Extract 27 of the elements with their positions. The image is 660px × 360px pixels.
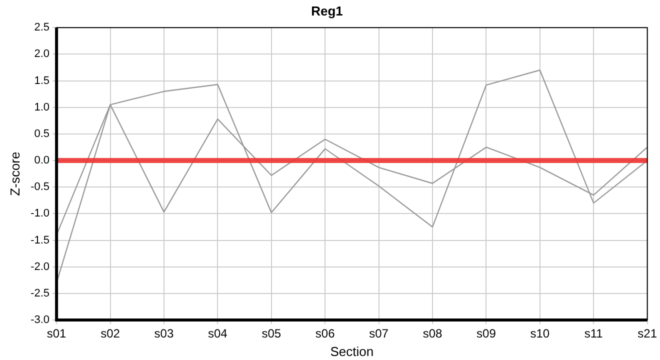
y-tick-label: -1.5 <box>30 234 50 246</box>
y-tick-label: -2.5 <box>30 287 50 300</box>
x-tick-label: s01 <box>46 326 67 341</box>
y-tick-label: -1.0 <box>30 208 50 220</box>
x-tick-label: s10 <box>530 326 550 341</box>
y-tick-label: 2.0 <box>34 48 50 60</box>
y-tick-label: 2.5 <box>34 22 50 34</box>
x-tick-label: s07 <box>369 326 389 341</box>
y-tick-label: 0.5 <box>34 128 50 140</box>
x-tick-label: s08 <box>422 326 442 341</box>
x-axis-title: Section <box>330 344 374 359</box>
y-tick-label: -3.0 <box>30 314 50 326</box>
x-tick-label: s03 <box>154 326 174 341</box>
y-axis-title: Z-score <box>7 152 22 196</box>
x-tick-label: s09 <box>476 326 496 341</box>
x-tick-label: s06 <box>315 326 336 341</box>
y-tick-label: 0.0 <box>34 154 50 167</box>
x-tick-label: s02 <box>100 326 120 341</box>
y-tick-label: -2.0 <box>30 260 50 273</box>
y-tick-label: 1.0 <box>34 101 50 114</box>
chart-title: Reg1 <box>311 3 343 18</box>
x-tick-label: s05 <box>262 326 282 341</box>
x-tick-label: s21 <box>638 326 658 341</box>
x-tick-label: s04 <box>208 326 228 341</box>
x-tick-label: s11 <box>584 326 604 341</box>
y-tick-label: 1.5 <box>34 74 50 87</box>
y-tick-label: -0.5 <box>30 181 50 194</box>
